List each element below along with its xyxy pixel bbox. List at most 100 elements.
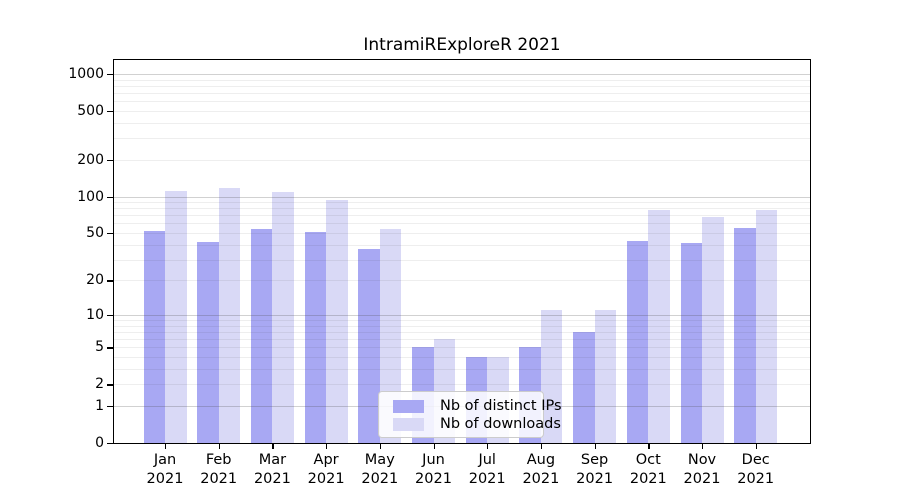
y-tick-label-10: 10 [86, 306, 104, 323]
y-tick-100 [107, 196, 113, 198]
y-tick-20 [107, 280, 113, 282]
x-tick-label-apr: Apr 2021 [291, 451, 361, 489]
bar-downloads-feb [218, 187, 241, 443]
x-tick-label-sep: Sep 2021 [560, 451, 630, 489]
legend-label-distinct-ips: Nb of distinct IPs [440, 398, 562, 414]
gridline-minor-40 [114, 244, 810, 246]
year-label: 2021 [307, 471, 345, 487]
year-label: 2021 [683, 471, 721, 487]
x-tick-label-jun: Jun 2021 [399, 451, 469, 489]
x-tick-label-may: May 2021 [345, 451, 415, 489]
y-tick-0 [107, 443, 113, 445]
y-tick-1 [107, 406, 113, 408]
x-tick-label-oct: Oct 2021 [613, 451, 683, 489]
y-tick-label-50: 50 [86, 225, 104, 241]
y-tick-10 [107, 314, 113, 317]
bar-distinct-ips-feb [197, 242, 219, 443]
gridline-minor-700 [114, 93, 810, 94]
gridline-minor-20 [114, 280, 810, 282]
year-label: 2021 [146, 471, 184, 487]
year-label: 2021 [737, 471, 775, 487]
x-tick-label-mar: Mar 2021 [237, 451, 307, 489]
y-tick-200 [107, 159, 113, 161]
gridline-minor-600 [114, 101, 810, 103]
chart-title: IntramiRExploreR 2021 [363, 35, 561, 55]
plot-area: 0 1 2 5 10 20 50 100 200 500 1000 Jan 2021 Feb 2021 Mar… [68, 59, 811, 487]
y-tick-1000 [107, 74, 113, 76]
month-label: Jul [478, 452, 496, 468]
y-tick-500 [107, 111, 113, 113]
legend-label-downloads: Nb of downloads [440, 416, 561, 432]
x-tick-apr [326, 443, 328, 449]
x-tick-may [379, 443, 382, 449]
bar-distinct-ips-may [358, 248, 380, 443]
y-tick-5 [107, 347, 113, 349]
bar-distinct-ips-dec [734, 228, 756, 443]
bar-downloads-nov [702, 216, 724, 443]
x-tick-jun [433, 443, 435, 449]
bar-downloads-jan [165, 191, 187, 443]
y-tick-label-5: 5 [95, 339, 104, 356]
year-label: 2021 [576, 471, 614, 487]
bar-distinct-ips-oct [626, 240, 649, 443]
x-tick-label-feb: Feb 2021 [184, 451, 254, 489]
month-label: Aug [526, 452, 556, 468]
y-tick-label-500: 500 [77, 103, 104, 119]
year-label: 2021 [522, 471, 560, 487]
legend-swatch-downloads [393, 417, 424, 431]
x-tick-mar [272, 443, 274, 449]
y-tick-2 [107, 384, 113, 386]
gridline-minor-50 [114, 233, 810, 234]
x-tick-oct [648, 443, 650, 449]
year-label: 2021 [253, 471, 291, 487]
y-tick-50 [107, 233, 113, 235]
x-tick-nov [702, 443, 704, 449]
bar-distinct-ips-nov [680, 243, 702, 443]
x-tick-sep [594, 443, 596, 449]
month-label: Jan [153, 452, 177, 468]
bar-distinct-ips-apr [304, 231, 327, 443]
bar-distinct-ips-sep [573, 331, 595, 443]
year-label: 2021 [361, 471, 399, 487]
year-label: 2021 [468, 471, 506, 487]
gridline-minor-9 [114, 320, 810, 321]
bar-downloads-oct [648, 209, 670, 443]
x-tick-label-dec: Dec 2021 [721, 451, 791, 489]
legend-item-downloads: Nb of downloads [393, 417, 561, 431]
gridline-minor-7 [114, 331, 810, 333]
y-tick-label-2: 2 [95, 376, 104, 393]
bar-distinct-ips-mar [250, 228, 273, 443]
legend-swatch-distinct-ips [393, 399, 424, 413]
gridline-minor-30 [114, 259, 810, 261]
bar-downloads-apr [326, 200, 348, 443]
month-label: Feb [205, 452, 232, 468]
gridline-minor-4 [114, 357, 810, 358]
gridline-minor-90 [114, 202, 810, 204]
gridline-major-1000 [114, 74, 810, 75]
gridline-minor-800 [114, 85, 810, 87]
gridline-major-10 [114, 314, 810, 316]
x-tick-jul [487, 443, 489, 449]
y-tick-label-100: 100 [77, 188, 104, 205]
x-tick-aug [540, 443, 543, 449]
x-tick-label-nov: Nov 2021 [667, 451, 737, 489]
month-label: Nov [687, 452, 717, 468]
gridline-minor-80 [114, 208, 810, 210]
x-tick-label-jul: Jul 2021 [452, 451, 522, 489]
bar-distinct-ips-jan [143, 230, 165, 443]
gridline-minor-400 [114, 122, 810, 124]
y-tick-label-1: 1 [95, 398, 104, 414]
gridline-minor-5 [114, 347, 810, 349]
y-tick-label-200: 200 [77, 151, 104, 168]
x-tick-label-jan: Jan 2021 [130, 451, 200, 489]
x-tick-label-aug: Aug 2021 [506, 451, 576, 489]
gridline-minor-70 [114, 215, 810, 217]
bar-downloads-may [379, 228, 402, 443]
month-label: Sep [580, 452, 609, 468]
legend: Nb of distinct IPs Nb of downloads [378, 391, 562, 438]
gridline-minor-200 [114, 159, 810, 161]
y-tick-label-20: 20 [86, 272, 104, 289]
month-label: Dec [741, 452, 770, 468]
gridline-minor-300 [114, 138, 810, 140]
